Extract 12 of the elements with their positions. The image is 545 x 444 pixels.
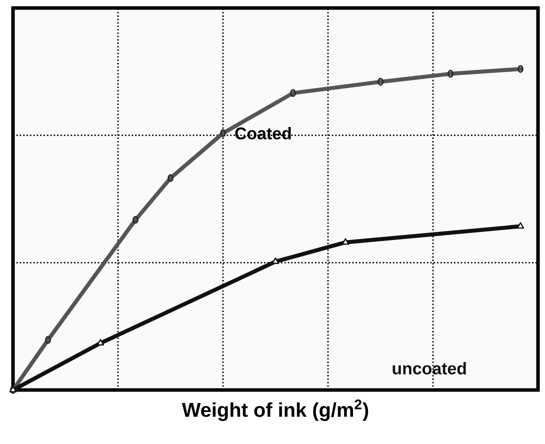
point	[518, 65, 524, 73]
point	[168, 174, 174, 182]
point	[290, 89, 296, 97]
point	[378, 78, 384, 86]
x-axis-title: Weight of ink (g/m$^{2}$)	[182, 400, 368, 421]
point	[220, 129, 226, 138]
point	[45, 336, 51, 344]
point	[516, 222, 524, 229]
series-label: Coated	[235, 126, 291, 140]
point	[448, 70, 454, 78]
text: uncoated	[392, 362, 466, 374]
point	[132, 216, 138, 224]
